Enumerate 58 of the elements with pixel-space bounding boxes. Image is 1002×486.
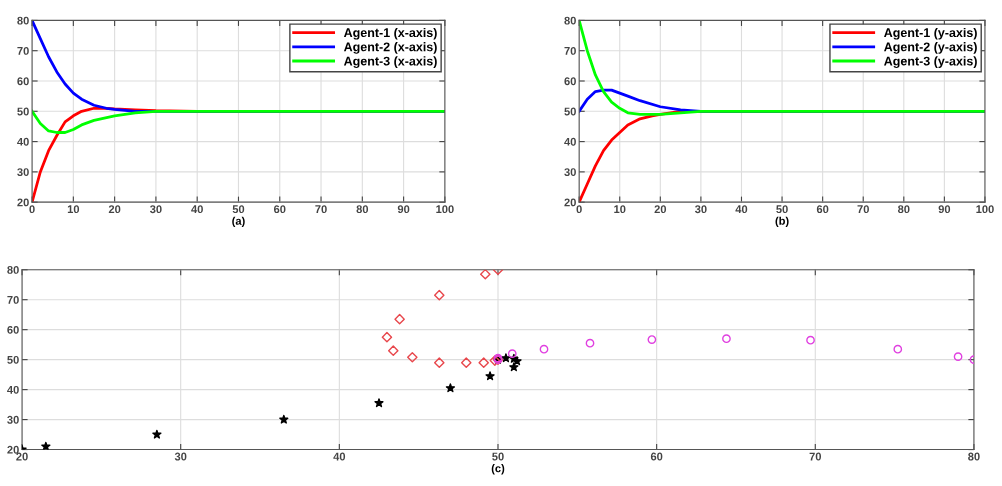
x-tick-label: 40 <box>333 452 346 461</box>
x-axis-title: (a) <box>232 216 245 228</box>
x-tick-label: 100 <box>436 205 454 214</box>
y-tick-label: 60 <box>7 325 19 334</box>
x-tick-label: 10 <box>67 205 80 214</box>
x-tick-label: 0 <box>576 205 582 214</box>
y-tick-label: 50 <box>7 355 19 364</box>
y-tick-label: 70 <box>7 295 19 304</box>
legend-label: Agent-1 (y-axis) <box>884 27 977 40</box>
x-tick-label: 50 <box>492 452 504 461</box>
y-tick-label: 30 <box>7 415 19 424</box>
x-tick-label: 60 <box>650 452 663 461</box>
y-tick-label: 20 <box>7 445 19 454</box>
x-tick-label: 50 <box>776 205 788 214</box>
legend-label: Agent-1 (x-axis) <box>343 27 437 40</box>
x-tick-label: 70 <box>857 205 869 214</box>
x-tick-label: 90 <box>938 205 951 214</box>
x-tick-label: 80 <box>897 205 910 214</box>
x-tick-label: 20 <box>654 205 667 214</box>
x-tick-label: 40 <box>735 205 748 214</box>
y-tick-label: 60 <box>17 77 29 86</box>
x-tick-label: 60 <box>273 205 286 214</box>
y-tick-label: 50 <box>17 107 29 116</box>
y-tick-label: 40 <box>564 137 576 146</box>
x-axis-title: (c) <box>491 464 505 475</box>
x-tick-label: 60 <box>816 205 829 214</box>
x-tick-label: 10 <box>614 205 626 214</box>
y-tick-label: 70 <box>564 46 576 55</box>
y-tick-label: 40 <box>7 385 19 394</box>
y-tick-label: 70 <box>17 46 29 55</box>
x-axis-title: (b) <box>775 216 789 228</box>
x-tick-label: 30 <box>694 205 707 214</box>
y-tick-label: 40 <box>17 137 29 146</box>
y-tick-label: 30 <box>564 168 576 177</box>
y-tick-label: 30 <box>17 168 29 177</box>
x-tick-label: 40 <box>191 205 203 214</box>
y-tick-label: 80 <box>7 266 19 274</box>
x-tick-label: 80 <box>356 205 369 214</box>
x-tick-label: 50 <box>232 205 245 214</box>
x-tick-label: 30 <box>174 452 187 461</box>
x-tick-label: 30 <box>149 205 162 214</box>
y-tick-label: 50 <box>564 107 576 116</box>
y-tick-label: 60 <box>564 77 576 86</box>
x-tick-label: 80 <box>968 452 980 461</box>
y-tick-label: 80 <box>564 16 576 25</box>
x-tick-label: 20 <box>108 205 121 214</box>
y-tick-label: 20 <box>17 198 29 207</box>
legend-label: Agent-3 (x-axis) <box>343 56 437 69</box>
x-tick-label: 90 <box>397 205 410 214</box>
legend-label: Agent-3 (y-axis) <box>884 56 977 69</box>
y-tick-label: 80 <box>17 16 29 25</box>
x-tick-label: 100 <box>976 205 994 214</box>
legend-label: Agent-2 (x-axis) <box>343 42 437 54</box>
x-tick-label: 70 <box>809 452 822 461</box>
x-tick-label: 0 <box>29 205 35 214</box>
x-tick-label: 70 <box>315 205 327 214</box>
legend-label: Agent-2 (y-axis) <box>884 42 977 54</box>
y-tick-label: 20 <box>564 198 576 207</box>
